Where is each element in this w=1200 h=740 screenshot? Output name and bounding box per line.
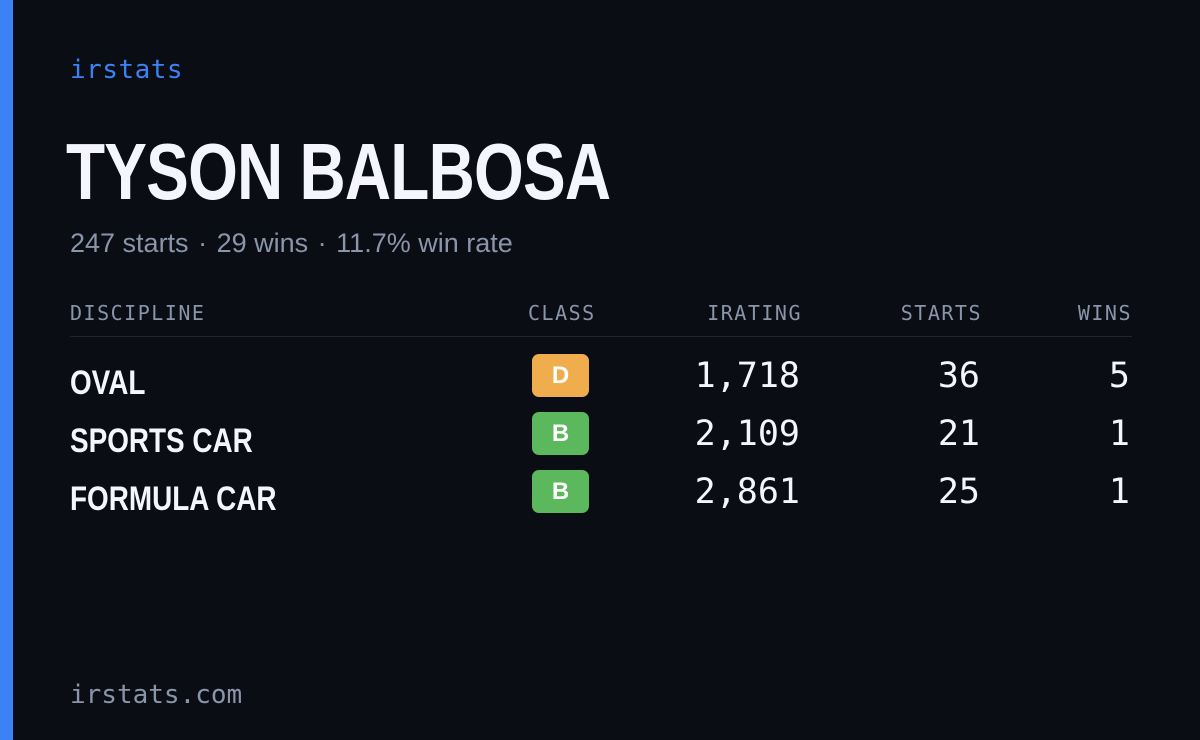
header-wins: WINS <box>1077 301 1132 325</box>
brand-logo[interactable]: irstats <box>70 55 184 85</box>
table-row: OVAL D 1,718 36 5 <box>70 354 1132 412</box>
table-header: DISCIPLINE CLASS IRATING STARTS WINS <box>70 300 1132 337</box>
class-badge: B <box>532 470 589 513</box>
starts-value: 36 <box>937 356 980 396</box>
wins-value: 5 <box>1108 356 1130 396</box>
wins-value: 1 <box>1108 414 1130 454</box>
summary-separator: · <box>317 228 327 258</box>
header-discipline: DISCIPLINE <box>70 301 206 325</box>
class-badge: B <box>532 412 589 455</box>
discipline-name: OVAL <box>70 364 146 402</box>
footer-url[interactable]: irstats.com <box>70 680 243 710</box>
discipline-table: DISCIPLINE CLASS IRATING STARTS WINS OVA… <box>70 300 1132 518</box>
class-badge: D <box>532 354 589 397</box>
starts-value: 25 <box>937 472 980 512</box>
driver-summary: 247 starts · 29 wins · 11.7% win rate <box>70 228 513 259</box>
irating-value: 1,718 <box>694 356 800 396</box>
table-row: SPORTS CAR B 2,109 21 1 <box>70 412 1132 470</box>
header-irating: IRATING <box>707 301 802 325</box>
discipline-name: SPORTS CAR <box>70 422 253 460</box>
irating-value: 2,109 <box>694 414 800 454</box>
header-class: CLASS <box>528 301 596 325</box>
driver-name: TYSON BALBOSA <box>66 127 611 216</box>
accent-bar <box>0 0 13 740</box>
irating-value: 2,861 <box>694 472 800 512</box>
summary-win-rate: 11.7% win rate <box>336 228 513 258</box>
wins-value: 1 <box>1108 472 1130 512</box>
starts-value: 21 <box>937 414 980 454</box>
summary-starts: 247 starts <box>70 228 189 258</box>
summary-separator: · <box>198 228 208 258</box>
table-row: FORMULA CAR B 2,861 25 1 <box>70 470 1132 528</box>
summary-wins: 29 wins <box>216 228 309 258</box>
discipline-name: FORMULA CAR <box>70 480 277 518</box>
header-starts: STARTS <box>900 301 982 325</box>
